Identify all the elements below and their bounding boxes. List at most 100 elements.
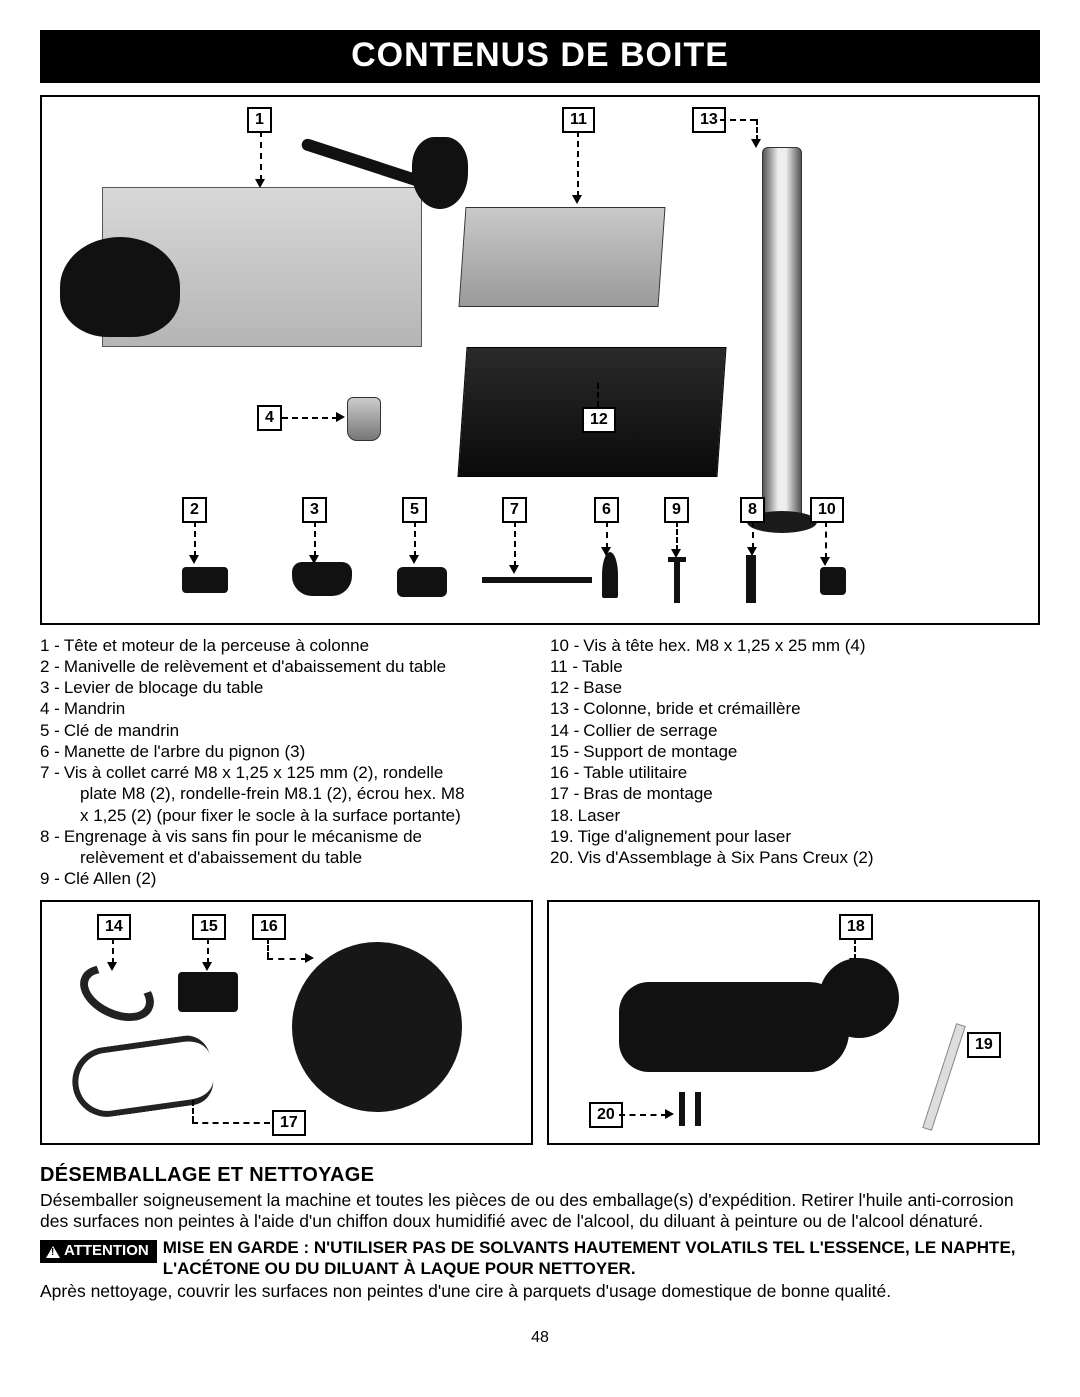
legend-text: Tige d'alignement pour laser	[578, 826, 791, 847]
leader	[606, 521, 608, 549]
part-motor	[60, 237, 180, 337]
warning-row: ATTENTION MISE EN GARDE : N'UTILISER PAS…	[40, 1238, 1040, 1279]
leader	[676, 521, 678, 551]
arrow	[336, 412, 345, 422]
part-5	[397, 567, 447, 597]
arrow	[409, 555, 419, 564]
legend-num: 7 -	[40, 762, 60, 783]
part-utility-table	[292, 942, 462, 1112]
legend-item: 1 - Tête et moteur de la perceuse à colo…	[40, 635, 530, 656]
legend-item: 9 - Clé Allen (2)	[40, 868, 530, 889]
legend-item: 2 - Manivelle de relèvement et d'abaisse…	[40, 656, 530, 677]
part-9	[674, 557, 680, 603]
legend-text: Table	[582, 656, 623, 677]
legend-num: 6 -	[40, 741, 60, 762]
callout-15: 15	[192, 914, 226, 940]
legend-text: Vis d'Assemblage à Six Pans Creux (2)	[578, 847, 874, 868]
leader	[267, 938, 269, 958]
part-column	[762, 147, 802, 527]
legend-item: 17 - Bras de montage	[550, 783, 1040, 804]
legend-item: 16 - Table utilitaire	[550, 762, 1040, 783]
page-number: 48	[40, 1328, 1040, 1348]
section-heading: DÉSEMBALLAGE ET NETTOYAGE	[40, 1163, 1040, 1188]
legend-item: 4 - Mandrin	[40, 698, 530, 719]
legend-col-right: 10 - Vis à tête hex. M8 x 1,25 x 25 mm (…	[550, 635, 1040, 890]
legend-item: 18. Laser	[550, 805, 1040, 826]
legend-num: 14 -	[550, 720, 579, 741]
callout-11: 11	[562, 107, 595, 133]
leader	[514, 521, 516, 567]
arrow	[820, 557, 830, 566]
legend-num: 15 -	[550, 741, 579, 762]
leader	[314, 521, 316, 557]
arrow	[747, 547, 757, 556]
callout-3: 3	[302, 497, 327, 523]
part-lamp	[412, 137, 468, 209]
arrow	[305, 953, 314, 963]
arrow	[309, 555, 319, 564]
legend-num: 20.	[550, 847, 574, 868]
legend-num: 4 -	[40, 698, 60, 719]
callout-12: 12	[582, 407, 616, 433]
legend-col-left: 1 - Tête et moteur de la perceuse à colo…	[40, 635, 530, 890]
arrow	[189, 555, 199, 564]
leader	[260, 131, 262, 181]
legend-text: Manivelle de relèvement et d'abaissement…	[64, 656, 446, 677]
legend: 1 - Tête et moteur de la perceuse à colo…	[40, 635, 1040, 890]
leader	[597, 383, 599, 407]
legend-item: 20. Vis d'Assemblage à Six Pans Creux (2…	[550, 847, 1040, 868]
legend-item: 8 - Engrenage à vis sans fin pour le méc…	[40, 826, 530, 847]
legend-num: 1 -	[40, 635, 60, 656]
callout-7: 7	[502, 497, 527, 523]
legend-num: 10 -	[550, 635, 579, 656]
legend-text: Clé de mandrin	[64, 720, 179, 741]
part-laser-cap	[819, 958, 899, 1038]
callout-6: 6	[594, 497, 619, 523]
leader	[192, 1122, 270, 1124]
legend-num: 5 -	[40, 720, 60, 741]
legend-item: 3 - Levier de blocage du table	[40, 677, 530, 698]
callout-5: 5	[402, 497, 427, 523]
part-chuck	[347, 397, 381, 441]
arrow	[751, 139, 761, 148]
legend-num: 8 -	[40, 826, 60, 847]
legend-text: Laser	[578, 805, 621, 826]
legend-text: Tête et moteur de la perceuse à colonne	[64, 635, 369, 656]
legend-item: relèvement et d'abaissement du table	[40, 847, 530, 868]
arrow	[202, 962, 212, 971]
paragraph-2: Après nettoyage, couvrir les surfaces no…	[40, 1281, 1040, 1302]
legend-text: Levier de blocage du table	[64, 677, 263, 698]
part-10	[820, 567, 846, 595]
legend-item: 6 - Manette de l'arbre du pignon (3)	[40, 741, 530, 762]
legend-num: 9 -	[40, 868, 60, 889]
leader	[720, 119, 756, 121]
part-clamp	[71, 953, 163, 1031]
callout-17: 17	[272, 1110, 306, 1136]
legend-num: 19.	[550, 826, 574, 847]
part-8	[746, 555, 756, 603]
legend-item: 19. Tige d'alignement pour laser	[550, 826, 1040, 847]
page-title-bar: CONTENUS DE BOITE	[40, 30, 1040, 83]
legend-num: 17 -	[550, 783, 579, 804]
legend-text: Manette de l'arbre du pignon (3)	[64, 741, 305, 762]
callout-18: 18	[839, 914, 873, 940]
leader	[619, 1114, 667, 1116]
leader	[112, 938, 114, 964]
legend-text: Bras de montage	[583, 783, 712, 804]
part-3	[292, 562, 352, 596]
legend-item: 15 - Support de montage	[550, 741, 1040, 762]
part-6	[602, 552, 618, 598]
arrow	[509, 565, 519, 574]
arrow	[665, 1109, 674, 1119]
part-table	[459, 207, 666, 307]
leader	[192, 1100, 194, 1122]
callout-20: 20	[589, 1102, 623, 1128]
arrow	[572, 195, 582, 204]
legend-text: Table utilitaire	[583, 762, 687, 783]
arrow	[601, 547, 611, 556]
part-7	[482, 577, 592, 583]
part-2	[182, 567, 228, 593]
leader	[854, 938, 856, 960]
callout-14: 14	[97, 914, 131, 940]
part-screw-a	[679, 1092, 685, 1126]
